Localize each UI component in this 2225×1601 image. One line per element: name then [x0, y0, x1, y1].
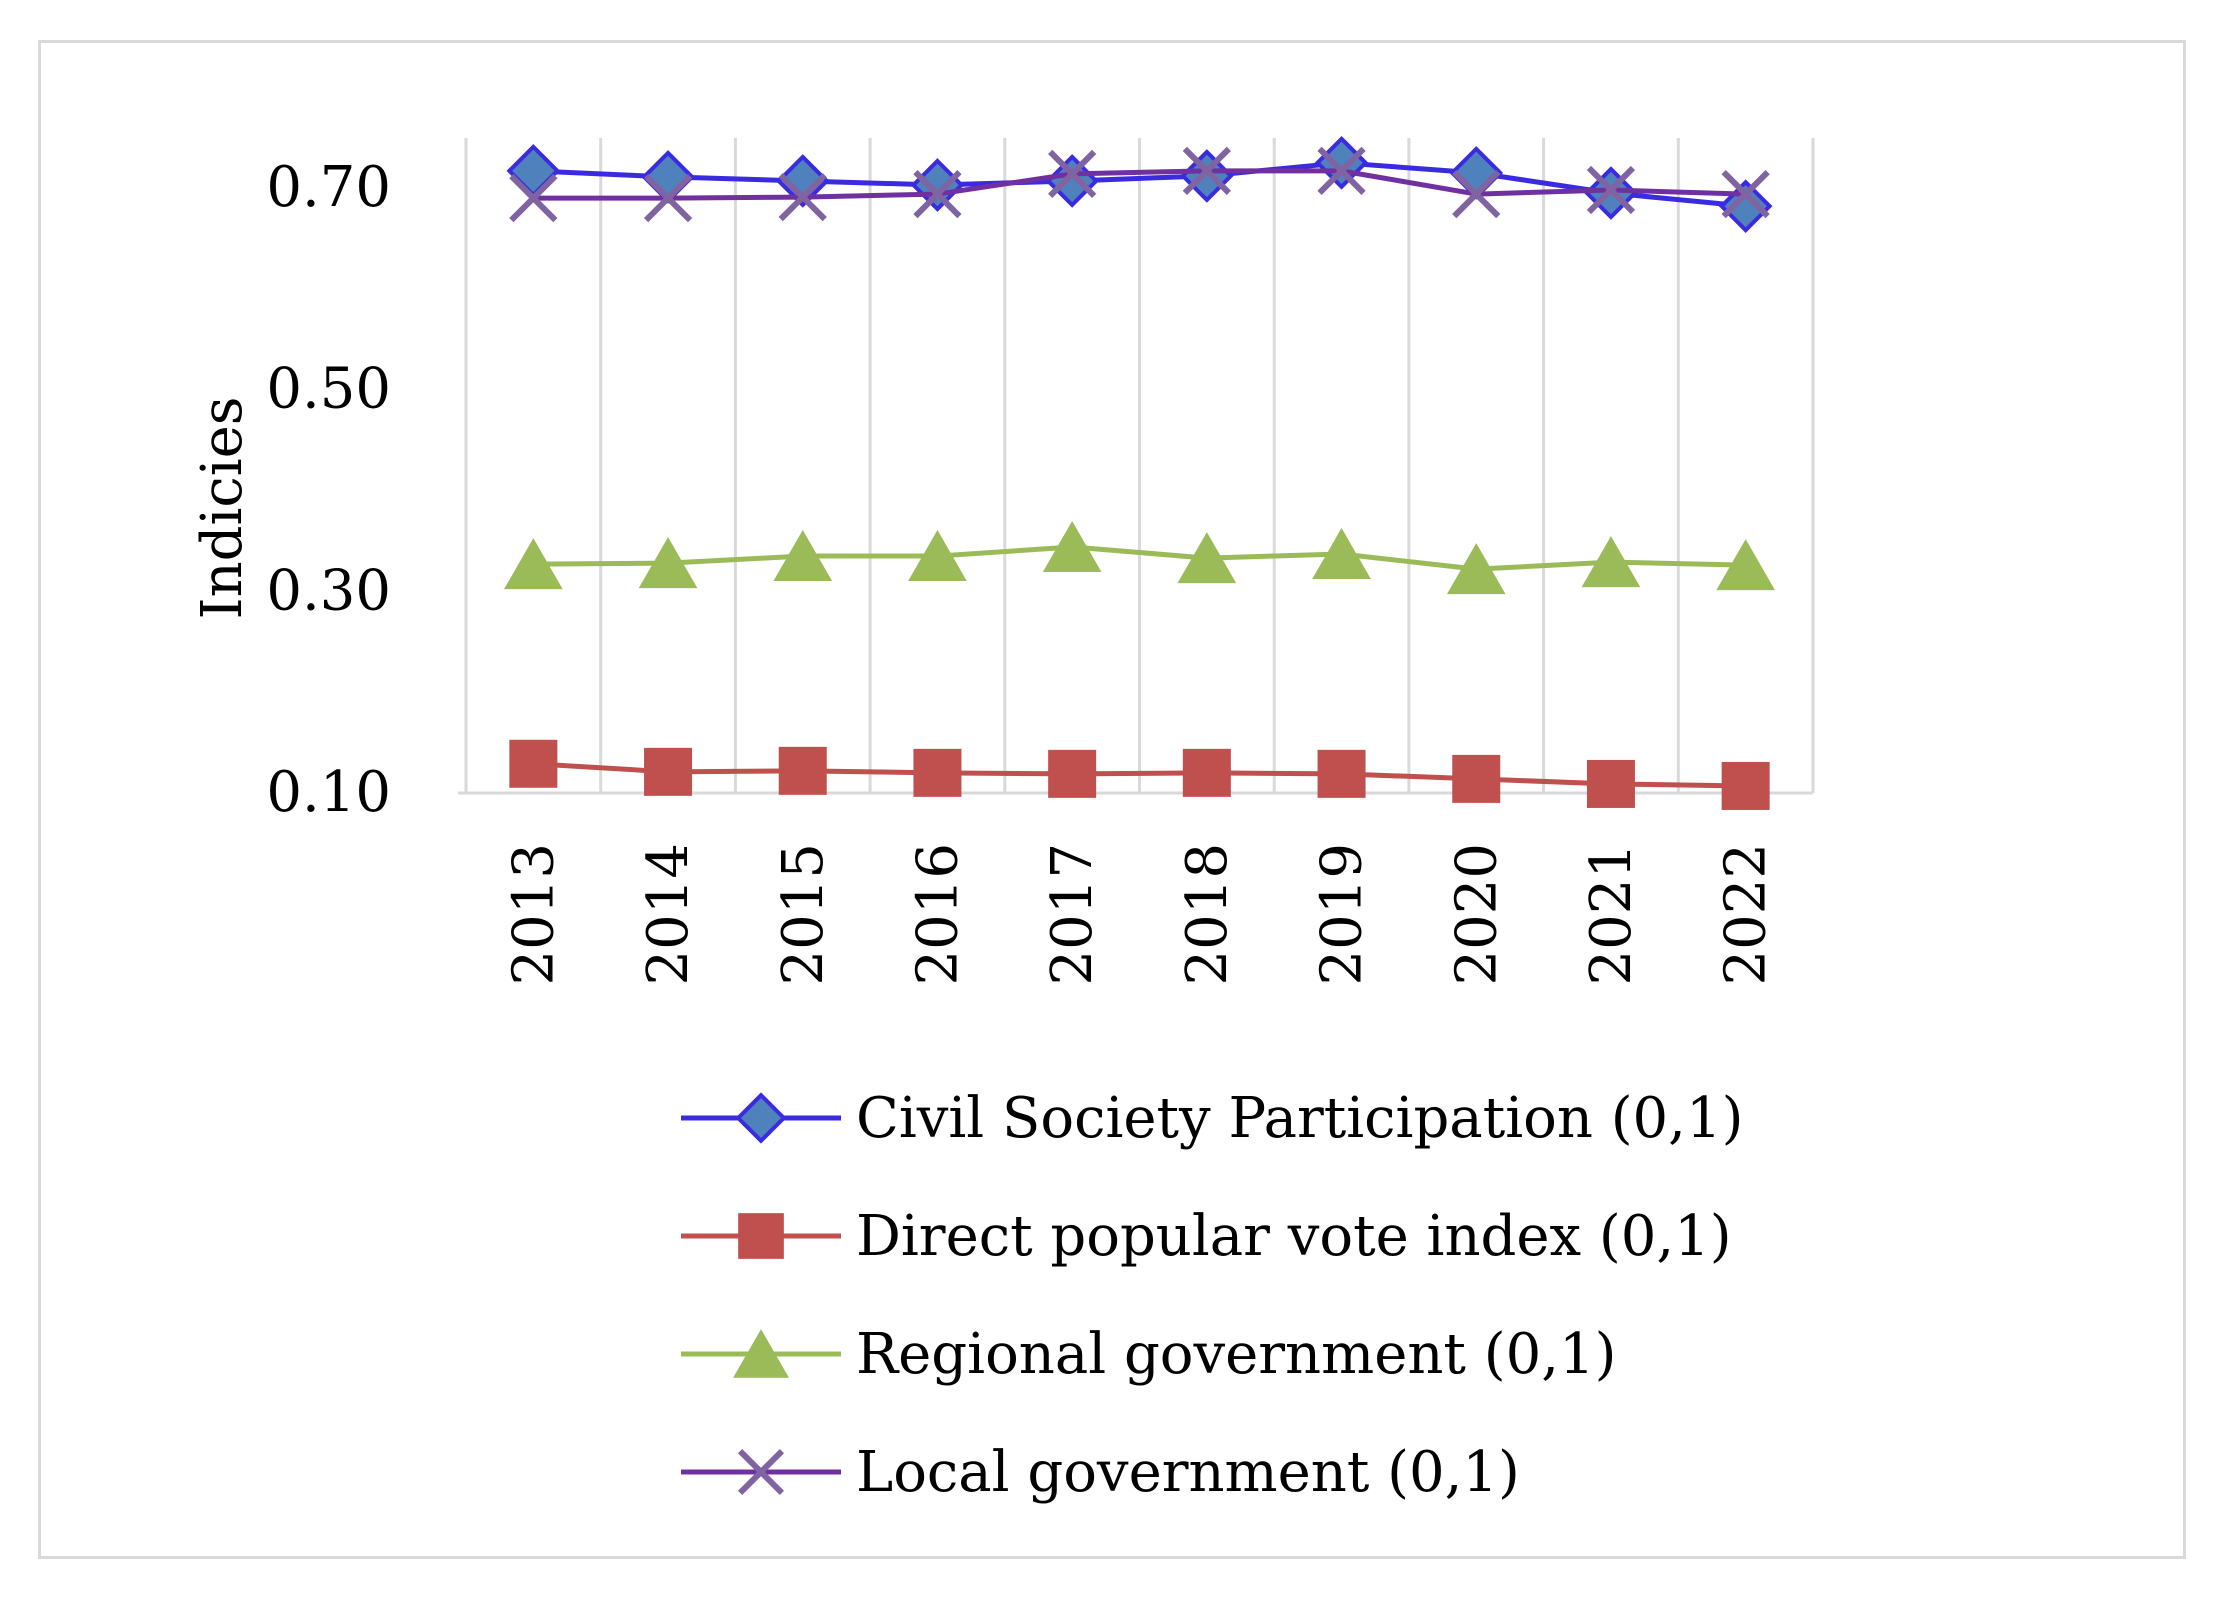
series-x — [509, 146, 1770, 223]
data-point-2014 — [641, 150, 695, 204]
data-point-2013 — [506, 144, 561, 198]
data-point-2022 — [1721, 761, 1770, 810]
series-line — [533, 761, 1746, 789]
legend-item: Civil Society Participation (0,1) — [681, 1086, 1743, 1151]
data-point-2016 — [910, 158, 965, 212]
x-marker-stroke — [643, 173, 693, 223]
x-tick-label-2021: 2021 — [1579, 843, 1644, 986]
data-point-2017 — [1048, 149, 1097, 199]
x-tick-label-2017: 2017 — [1040, 843, 1105, 986]
data-point-2021 — [1586, 759, 1635, 808]
y-tick-label: 0.30 — [266, 558, 391, 623]
data-point-2013 — [509, 739, 558, 788]
x-tick-label-2019: 2019 — [1310, 843, 1375, 986]
line-chart: 0.10 0.30 0.50 0.70 Indicies 2013 2014 2015 2016… — [190, 135, 1815, 1505]
data-point-2020 — [1452, 169, 1501, 219]
legend-label: Civil Society Participation (0,1) — [856, 1086, 1743, 1151]
legend-label: Direct popular vote index (0,1) — [856, 1204, 1732, 1269]
y-tick-label: 0.50 — [266, 357, 391, 422]
legend-label: Regional government (0,1) — [856, 1322, 1616, 1387]
series-diamond — [506, 135, 1773, 233]
series-layer — [504, 135, 1775, 810]
data-point-2018 — [1182, 748, 1231, 797]
x-marker-stroke — [1048, 149, 1097, 199]
data-point-2017 — [1048, 749, 1097, 798]
x-marker-stroke — [1721, 169, 1770, 219]
data-point-2018 — [1180, 149, 1234, 203]
x-marker-stroke — [1586, 165, 1636, 215]
series-line — [533, 168, 1746, 201]
data-point-2022 — [1716, 539, 1775, 591]
data-point-2017 — [1045, 154, 1099, 208]
x-tick-label-2014: 2014 — [636, 843, 701, 986]
x-marker-stroke — [737, 1448, 785, 1496]
x-tick-label-2015: 2015 — [771, 843, 836, 986]
legend: Civil Society Participation (0,1) Direct … — [681, 1086, 1743, 1505]
x-marker-stroke — [913, 169, 962, 219]
data-point-2020 — [1452, 754, 1501, 803]
series-square — [509, 739, 1770, 810]
data-point-2015 — [778, 746, 827, 795]
data-point-2019 — [1317, 146, 1366, 195]
legend-item: Regional government (0,1) — [681, 1322, 1616, 1387]
data-point-2015 — [773, 530, 833, 582]
grid-layer — [464, 138, 1815, 793]
legend-item: Local government (0,1) — [681, 1440, 1520, 1505]
data-point-2021 — [1581, 536, 1641, 588]
data-point-2019 — [1314, 135, 1369, 190]
y-tick-label: 0.10 — [266, 760, 391, 825]
axis-layer: 0.10 0.30 0.50 0.70 Indicies 2013 2014 2015 2016… — [190, 155, 1813, 986]
data-point-2013 — [504, 538, 563, 590]
legend-marker — [733, 1329, 789, 1378]
data-point-2020 — [1446, 543, 1506, 595]
y-tick-label: 0.70 — [266, 155, 391, 220]
chart-frame: 0.10 0.30 0.50 0.70 Indicies 2013 2014 2015 2016… — [38, 40, 2186, 1559]
data-point-2016 — [913, 169, 962, 219]
x-tick-label-2018: 2018 — [1175, 843, 1240, 986]
x-tick-label-2016: 2016 — [905, 843, 970, 986]
data-point-2015 — [778, 172, 827, 222]
data-point-2022 — [1718, 179, 1773, 233]
data-point-2022 — [1721, 169, 1770, 219]
x-marker-stroke — [509, 173, 558, 223]
data-point-2018 — [1177, 532, 1237, 584]
data-point-2014 — [644, 747, 693, 796]
legend-marker — [737, 1448, 785, 1496]
x-tick-label-2013: 2013 — [501, 843, 566, 986]
y-axis-title: Indicies — [190, 396, 255, 619]
data-point-2019 — [1317, 749, 1366, 798]
data-point-2014 — [638, 537, 698, 589]
data-point-2015 — [775, 154, 830, 208]
series-line — [533, 544, 1746, 572]
data-point-2013 — [509, 173, 558, 223]
data-point-2019 — [1312, 528, 1371, 580]
data-point-2016 — [908, 530, 967, 582]
legend-marker — [738, 1213, 784, 1259]
x-tick-label-2022: 2022 — [1714, 843, 1779, 986]
x-marker-stroke — [778, 172, 827, 222]
x-marker-stroke — [1182, 146, 1231, 195]
legend-label: Local government (0,1) — [856, 1440, 1520, 1505]
data-point-2014 — [643, 173, 693, 223]
data-point-2021 — [1586, 165, 1636, 215]
x-marker-stroke — [1317, 146, 1366, 195]
data-point-2017 — [1042, 520, 1102, 572]
x-marker-stroke — [1452, 169, 1501, 219]
data-point-2016 — [913, 748, 962, 797]
legend-marker — [735, 1092, 787, 1144]
series-triangle — [504, 520, 1775, 595]
data-point-2018 — [1182, 146, 1231, 195]
series-line — [533, 160, 1746, 209]
legend-item: Direct popular vote index (0,1) — [681, 1204, 1732, 1269]
x-tick-label-2020: 2020 — [1444, 843, 1509, 986]
